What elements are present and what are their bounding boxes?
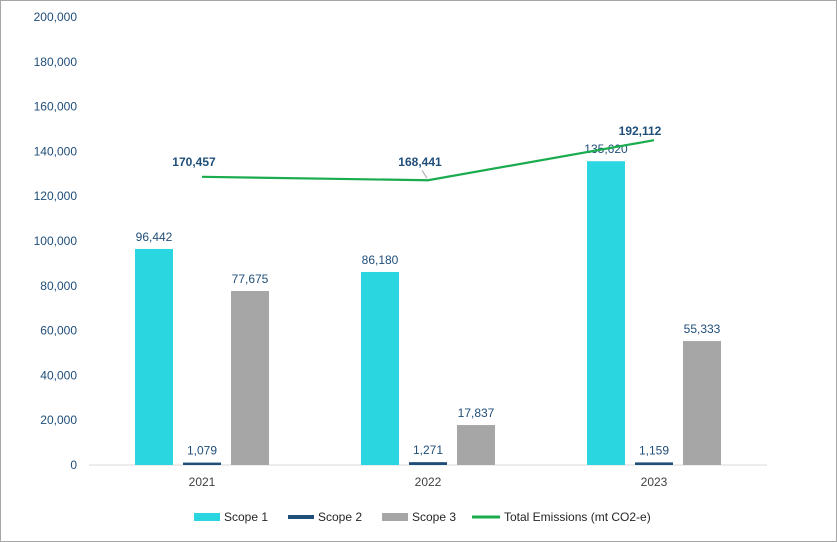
line-label-leader (421, 169, 428, 179)
x-tick-label: 2022 (415, 475, 442, 489)
line-data-label: 168,441 (398, 155, 442, 169)
bar-scope-1 (361, 271, 399, 465)
bar-data-label: 96,442 (136, 230, 173, 244)
bar-scope-2 (409, 462, 447, 465)
bar-data-label: 17,837 (458, 406, 495, 420)
y-tick-label: 200,000 (34, 10, 78, 24)
bar-scope-2 (635, 462, 673, 465)
bar-scope-2 (183, 462, 221, 465)
legend-label: Scope 2 (318, 510, 362, 524)
y-tick-label: 160,000 (34, 100, 78, 114)
x-tick-label: 2021 (189, 475, 216, 489)
bar-scope-1 (587, 161, 625, 466)
y-tick-label: 40,000 (40, 368, 77, 382)
legend-label: Scope 1 (224, 510, 268, 524)
legend-swatch (382, 513, 408, 521)
bar-scope-3 (231, 291, 269, 465)
legend-swatch (194, 513, 220, 521)
y-tick-label: 80,000 (40, 279, 77, 293)
y-tick-label: 60,000 (40, 324, 77, 338)
bar-scope-3 (457, 425, 495, 465)
bar-data-label: 1,079 (187, 444, 217, 458)
y-tick-label: 120,000 (34, 189, 78, 203)
y-tick-label: 140,000 (34, 144, 78, 158)
bar-scope-1 (135, 248, 173, 465)
line-data-label: 192,112 (619, 124, 662, 138)
y-tick-label: 0 (70, 458, 77, 472)
legend-label: Total Emissions (mt CO2-e) (504, 510, 651, 524)
bar-data-label: 1,271 (413, 443, 443, 457)
x-tick-label: 2023 (641, 475, 668, 489)
bar-data-label: 55,333 (684, 322, 721, 336)
y-tick-label: 180,000 (34, 55, 78, 69)
y-tick-label: 20,000 (40, 413, 77, 427)
legend-swatch (288, 515, 314, 519)
legend-label: Scope 3 (412, 510, 456, 524)
line-data-label: 170,457 (172, 155, 216, 169)
bar-data-label: 77,675 (232, 272, 269, 286)
bar-data-label: 1,159 (639, 443, 669, 457)
total-emissions-line (201, 139, 655, 182)
bar-data-label: 86,180 (362, 253, 399, 267)
y-tick-label: 100,000 (34, 234, 78, 248)
bar-scope-3 (683, 341, 721, 465)
